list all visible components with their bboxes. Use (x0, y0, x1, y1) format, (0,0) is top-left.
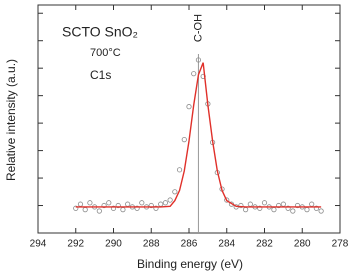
data-point (96, 208, 102, 214)
data-point (101, 202, 107, 209)
data-point (195, 57, 202, 63)
data-point (309, 201, 315, 207)
x-tick-label: 290 (105, 239, 122, 250)
x-tick-label: 280 (294, 239, 311, 250)
data-point (285, 205, 291, 211)
data-point (257, 205, 263, 211)
data-point (162, 200, 169, 206)
data-point (125, 201, 131, 207)
data-point (158, 201, 164, 207)
x-tick-label: 284 (218, 239, 235, 250)
fit-line (75, 62, 322, 208)
data-point (82, 207, 88, 213)
data-point (148, 202, 154, 209)
data-point (304, 207, 310, 213)
data-point (247, 201, 253, 207)
peak-label: C-OH (192, 14, 204, 42)
data-point (139, 200, 145, 206)
data-point (276, 202, 282, 209)
y-axis-label: Relative intensity (a.u.) (4, 59, 18, 181)
data-point (191, 71, 197, 77)
data-point (181, 137, 187, 143)
data-point (77, 201, 84, 207)
data-point (134, 205, 140, 211)
data-point (238, 202, 244, 209)
x-tick-label: 292 (67, 239, 84, 250)
region-label: C1s (90, 68, 111, 82)
data-point (243, 207, 249, 213)
data-point (110, 205, 117, 211)
data-point (87, 200, 93, 206)
data-point (290, 208, 296, 214)
data-point (153, 205, 159, 211)
sample-label: SCTO SnO₂ (62, 24, 138, 40)
data-point (280, 201, 286, 207)
data-point (167, 197, 173, 203)
x-tick-label: 294 (30, 239, 47, 250)
x-tick-label: 288 (143, 239, 160, 250)
data-point (224, 197, 230, 203)
temperature-label: 700°C (90, 47, 121, 59)
x-tick-label: 286 (181, 239, 198, 250)
data-point (313, 205, 320, 211)
x-tick-label: 282 (256, 239, 273, 250)
data-point (172, 189, 178, 195)
data-point (186, 104, 192, 110)
data-point (261, 200, 268, 206)
data-point (115, 202, 121, 209)
data-point (176, 167, 183, 173)
data-point (271, 207, 277, 213)
x-tick-label: 278 (332, 239, 349, 250)
data-point (318, 208, 324, 214)
data-point (73, 205, 79, 211)
data-point (120, 207, 126, 213)
data-point (294, 202, 301, 209)
data-point (106, 200, 112, 206)
x-axis-label: Binding energy (eV) (137, 257, 243, 271)
